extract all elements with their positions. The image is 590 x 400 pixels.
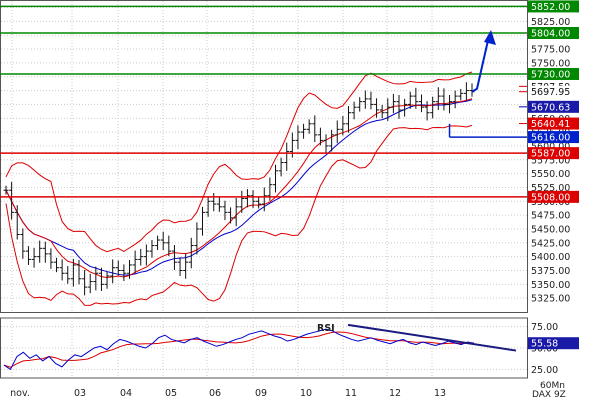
level-tag-text: 5587.00 [531, 149, 570, 160]
bollinger-upper-band [5, 71, 473, 253]
level-tag [528, 27, 579, 39]
projection-arrow-line [471, 35, 490, 93]
y-tick-label: 5575.00 [531, 155, 570, 166]
y-tick-label: 5375.00 [531, 266, 570, 277]
price-tag [528, 117, 579, 130]
rsi-tick-label: 25.00 [531, 365, 558, 376]
projection-arrow-head [484, 30, 496, 45]
y-tick-label: 5325.00 [531, 294, 570, 305]
y-tick-label: 5750.00 [531, 58, 570, 69]
level-tag-text: 5508.00 [531, 192, 570, 203]
level-tag-text: 5616.00 [531, 133, 570, 144]
bollinger-middle-band [5, 98, 473, 279]
y-tick-label: 5550.00 [531, 169, 570, 180]
moving-average-line [5, 99, 473, 276]
x-tick-label: 11 [345, 388, 357, 399]
x-tick-label: 10 [300, 388, 312, 399]
price-tag [528, 85, 579, 98]
rsi-tick-label: 75.00 [531, 322, 558, 333]
x-tick-label: 13 [434, 388, 446, 399]
x-tick-label: nov. [10, 388, 30, 399]
price-tag [528, 100, 579, 113]
rsi-line [3, 328, 475, 371]
main-pane [0, 0, 528, 313]
price-tag-text: 5670.63 [531, 102, 570, 113]
level-tag [528, 0, 579, 13]
rsi-value-text: 55.58 [531, 339, 558, 350]
level-tag [528, 147, 579, 160]
y-tick-label: 5525.00 [531, 183, 570, 194]
level-tag [528, 190, 579, 203]
level-tag-text: 5730.00 [531, 69, 570, 80]
bollinger-lower-band [5, 124, 473, 306]
y-tick-label: 5425.00 [531, 238, 570, 249]
price-tag-text: 5697.95 [531, 87, 570, 98]
x-tick-label: 12 [389, 388, 401, 399]
timeframe-label: 60Mn [540, 381, 565, 391]
rsi-value-tag [528, 337, 579, 350]
y-tick-label: 5475.00 [531, 211, 570, 222]
x-tick-label: 04 [120, 388, 132, 399]
y-tick-label: 5450.00 [531, 224, 570, 235]
rsi-signal-line [3, 331, 475, 368]
level-tag [528, 67, 579, 80]
x-tick-label: 06 [209, 388, 221, 399]
level-tag-text: 5852.00 [531, 2, 570, 13]
y-tick-label: 5600.00 [531, 141, 570, 152]
y-tick-label: 5350.00 [531, 280, 570, 291]
x-tick-label: 03 [74, 388, 86, 399]
rsi-trendline [347, 323, 517, 352]
x-tick-label: 09 [255, 388, 267, 399]
level-tag [528, 131, 579, 144]
y-tick-label: 5400.00 [531, 252, 570, 263]
instrument-label: DAX 9Z [532, 390, 566, 400]
y-tick-label: 5775.00 [531, 45, 570, 56]
level-tag-text: 5804.00 [531, 29, 570, 40]
y-tick-label: 5825.00 [531, 17, 570, 28]
rsi-annotation: RSI [317, 323, 335, 334]
x-tick-label: 05 [165, 388, 177, 399]
price-tag-text: 5640.41 [531, 119, 570, 130]
